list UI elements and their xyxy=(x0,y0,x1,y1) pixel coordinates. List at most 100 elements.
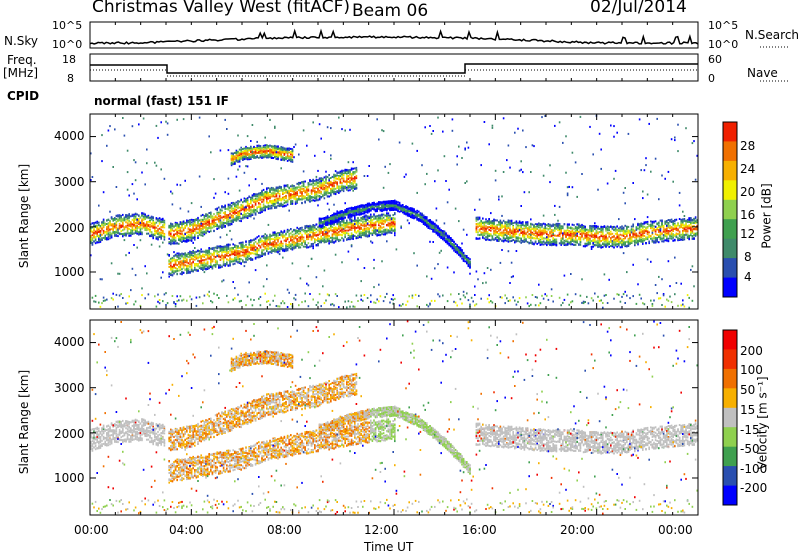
radar-cell xyxy=(254,156,257,159)
radar-cell xyxy=(186,240,188,243)
radar-cell xyxy=(238,148,241,151)
radar-cell xyxy=(288,198,290,201)
radar-cell xyxy=(294,232,297,235)
radar-cell xyxy=(232,154,234,157)
radar-cell xyxy=(246,215,249,218)
radar-cell xyxy=(138,214,140,217)
radar-cell xyxy=(130,215,132,218)
xtick: 00:00 xyxy=(658,523,693,537)
radar-cell xyxy=(250,151,252,154)
radar-cell xyxy=(304,197,306,200)
radar-cell xyxy=(309,197,311,200)
radar-cell xyxy=(290,228,292,231)
radar-cell xyxy=(278,232,281,235)
radar-cell xyxy=(298,232,300,235)
radar-cell xyxy=(261,157,263,159)
radar-cell xyxy=(203,220,206,223)
radar-cell xyxy=(304,227,306,230)
radar-cell xyxy=(267,245,270,247)
radar-cell xyxy=(278,243,281,246)
radar-cell xyxy=(264,153,266,156)
radar-cell xyxy=(277,153,279,156)
radar-cell xyxy=(309,195,311,198)
radar-cell xyxy=(157,224,159,227)
radar-cell xyxy=(304,201,306,204)
velocity-ytick: 4000 xyxy=(54,335,85,349)
radar-cell xyxy=(98,227,100,230)
radar-cell xyxy=(280,197,282,200)
radar-cell xyxy=(259,246,262,249)
radar-cell xyxy=(213,230,215,233)
radar-cell xyxy=(237,157,239,160)
radar-cell xyxy=(306,282,308,285)
radar-cell xyxy=(307,305,310,308)
radar-cell xyxy=(210,261,212,264)
radar-cell xyxy=(202,225,204,228)
radar-cell xyxy=(250,209,252,212)
radar-cell xyxy=(245,258,247,261)
radar-cell xyxy=(200,255,202,258)
radar-cell xyxy=(101,278,103,281)
radar-cell xyxy=(162,224,164,227)
radar-cell xyxy=(192,241,194,244)
radar-cell xyxy=(314,195,316,198)
radar-cell xyxy=(226,207,228,210)
radar-cell xyxy=(189,231,191,234)
radar-cell xyxy=(232,212,234,214)
power-cbar-tick: 16 xyxy=(740,208,756,222)
radar-cell xyxy=(250,244,252,247)
radar-cell xyxy=(181,254,183,257)
radar-cell xyxy=(354,172,356,175)
radar-cell xyxy=(334,181,337,184)
radar-cell xyxy=(230,202,233,205)
radar-cell xyxy=(211,259,214,262)
radar-cell xyxy=(331,187,334,190)
radar-cell xyxy=(341,233,343,236)
radar-cell xyxy=(101,228,103,231)
radar-cell xyxy=(139,226,142,229)
radar-cell xyxy=(312,184,314,187)
radar-cell xyxy=(222,215,225,218)
radar-cell xyxy=(163,223,166,226)
radar-cell xyxy=(130,225,132,228)
radar-cell xyxy=(282,155,284,158)
radar-cell xyxy=(328,177,330,180)
radar-cell xyxy=(179,261,182,264)
radar-cell xyxy=(131,218,134,221)
radar-cell xyxy=(229,223,231,226)
radar-cell xyxy=(189,220,191,222)
radar-cell xyxy=(291,243,294,246)
radar-cell xyxy=(254,237,257,240)
radar-cell xyxy=(320,220,322,223)
radar-cell xyxy=(267,192,270,194)
radar-cell xyxy=(243,152,246,155)
radar-cell xyxy=(219,246,222,249)
radar-cell xyxy=(272,191,274,194)
radar-cell xyxy=(274,198,276,201)
radar-cell xyxy=(347,223,350,226)
radar-cell xyxy=(200,256,202,259)
radar-cell xyxy=(243,150,246,152)
radar-cell xyxy=(245,150,247,153)
radar-cell xyxy=(250,246,252,249)
radar-cell xyxy=(235,256,238,259)
radar-cell xyxy=(274,126,276,129)
radar-cell xyxy=(269,243,271,246)
radar-cell xyxy=(320,186,322,189)
radar-cell xyxy=(312,232,314,235)
radar-cell xyxy=(163,232,166,235)
radar-cell xyxy=(333,215,335,218)
radar-cell xyxy=(269,205,271,208)
radar-cell xyxy=(230,210,233,213)
radar-cell xyxy=(326,202,329,205)
radar-cell xyxy=(259,296,262,298)
radar-cell xyxy=(304,230,306,233)
radar-cell xyxy=(349,189,351,192)
radar-cell xyxy=(187,267,190,270)
radar-cell xyxy=(198,230,201,233)
radar-cell xyxy=(154,234,156,237)
radar-cell xyxy=(173,238,175,241)
radar-cell xyxy=(280,186,282,189)
radar-cell xyxy=(301,187,303,190)
radar-cell xyxy=(96,230,98,233)
